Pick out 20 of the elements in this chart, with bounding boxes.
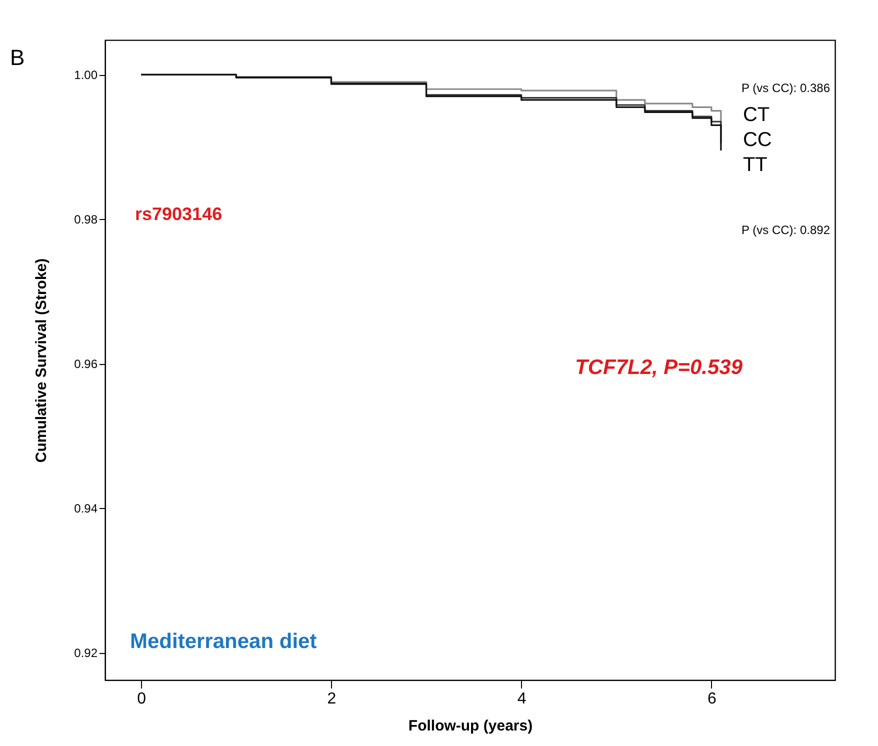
y-axis-title: Cumulative Survival (Stroke) [33, 258, 50, 463]
x-tick-label: 2 [327, 690, 336, 708]
series-label: TT [742, 154, 768, 176]
x-tick-label: 0 [137, 690, 146, 708]
y-tick-label: 1.00 [74, 68, 98, 82]
annotation: P (vs CC): 0.892 [742, 223, 830, 237]
text: B [10, 45, 25, 70]
annotation: rs7903146 [135, 204, 222, 224]
y-tick-label: 0.96 [74, 357, 98, 372]
x-tick-label: 4 [517, 690, 526, 708]
y-tick-label: 0.94 [74, 502, 98, 516]
x-axis-title: Follow-up (years) [408, 718, 533, 734]
annotation: TCF7L2, P=0.539 [575, 356, 743, 379]
series-label: CC [742, 129, 772, 151]
y-tick-label: 0.92 [74, 646, 98, 660]
x-tick-label: 6 [707, 690, 716, 708]
annotation: Mediterranean diet [130, 630, 317, 653]
annotation: P (vs CC): 0.386 [742, 81, 830, 95]
series-label: CT [742, 104, 770, 126]
y-tick-label: 0.98 [74, 212, 98, 227]
